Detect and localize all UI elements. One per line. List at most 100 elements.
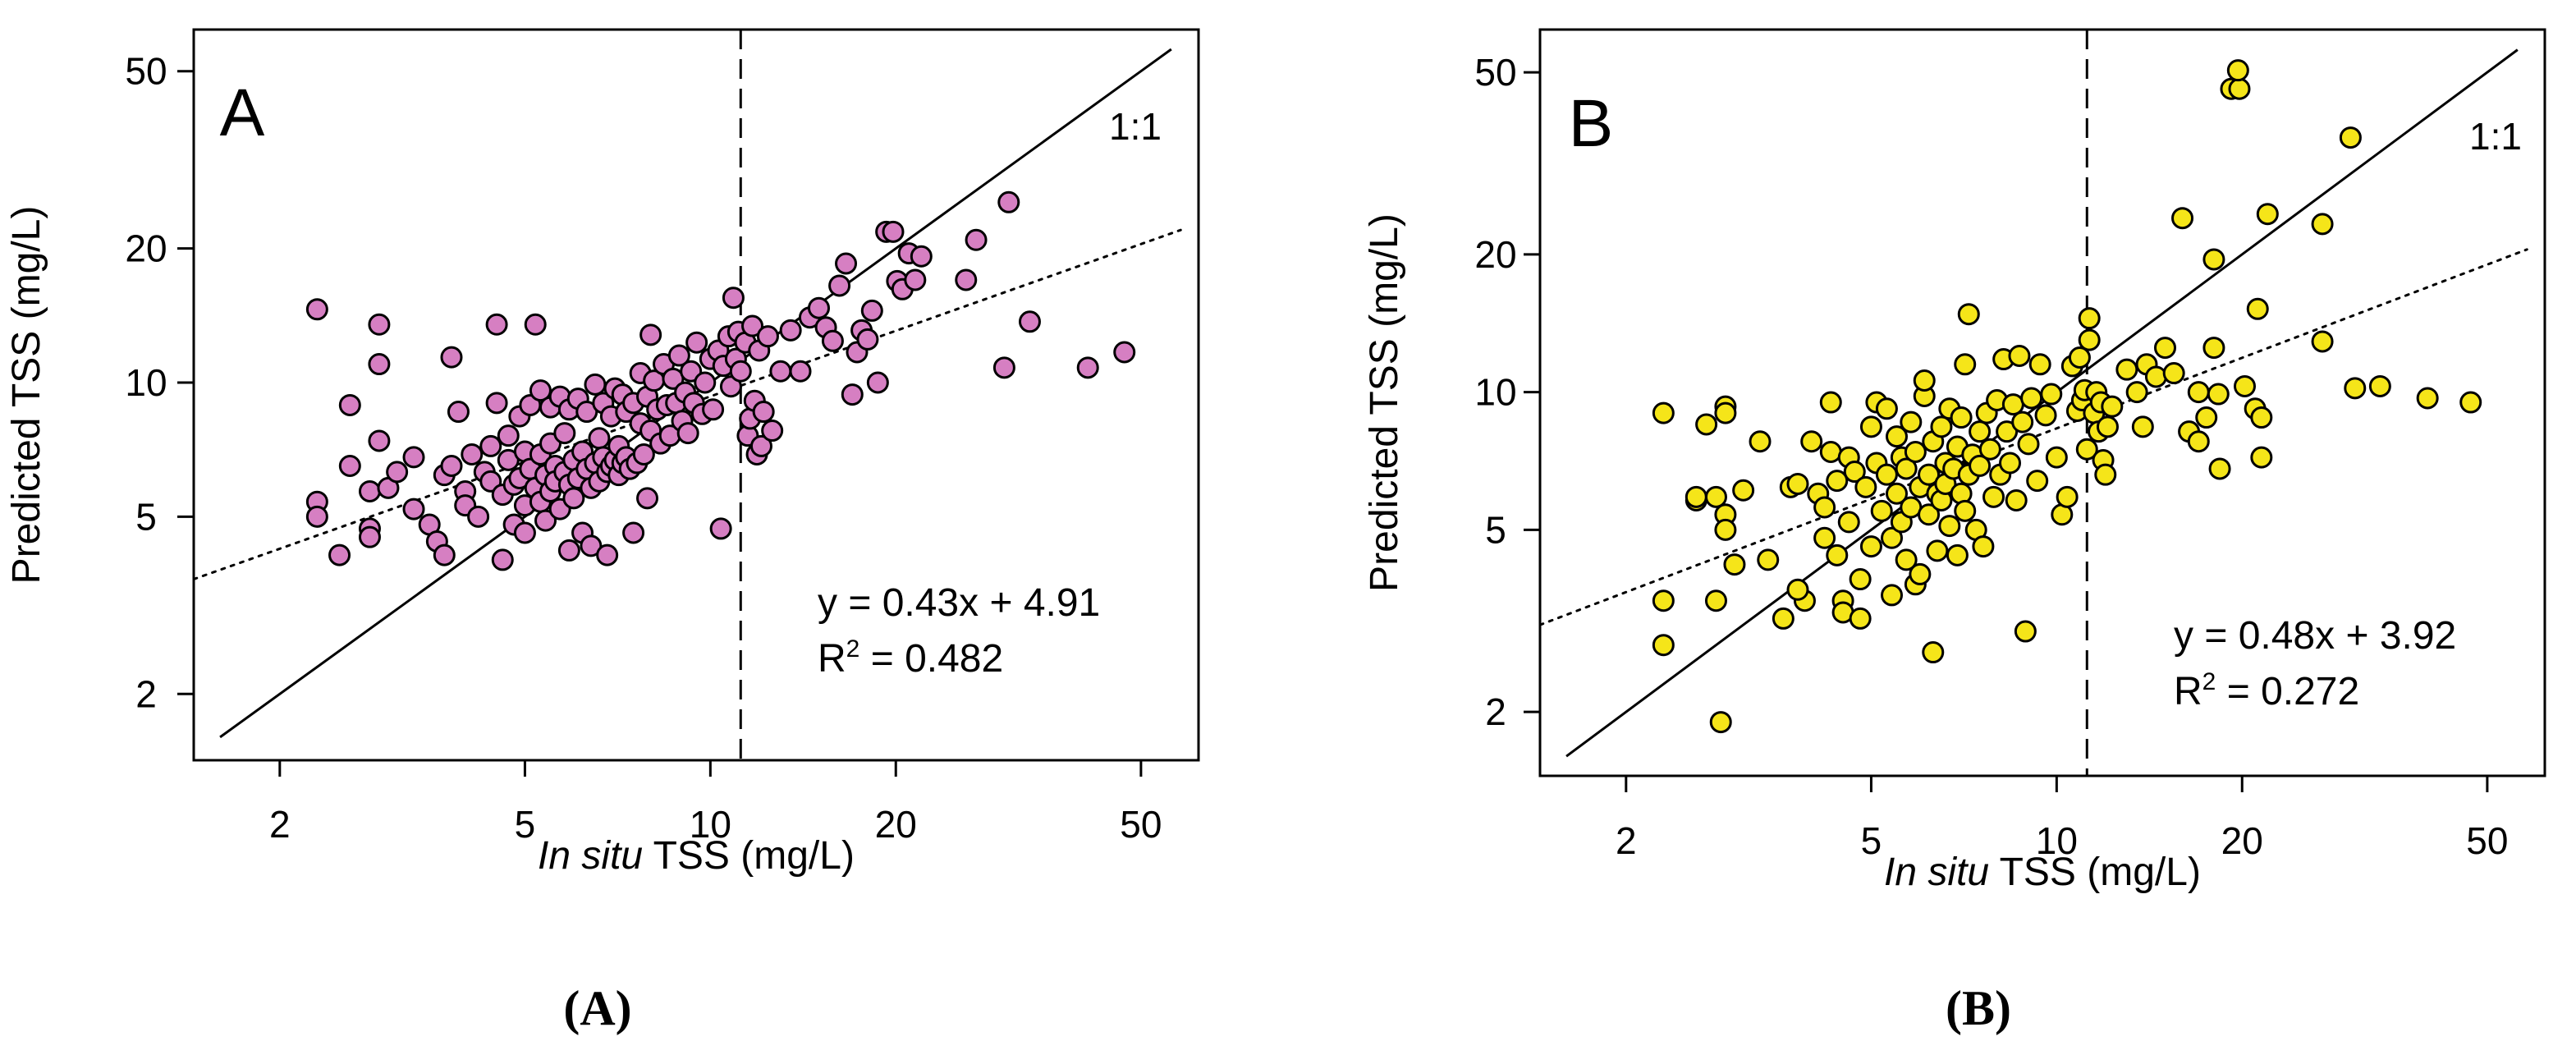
data-point (1723, 553, 1746, 576)
data-point (769, 360, 792, 383)
data-point (368, 313, 391, 336)
data-point (1913, 369, 1936, 392)
data-point (2011, 410, 2034, 433)
data-point (2096, 415, 2119, 438)
data-point (1813, 496, 1836, 519)
x-tick-label: 2 (269, 803, 291, 846)
data-point (1819, 440, 1842, 463)
r-squared-symbol: R (818, 637, 846, 681)
regression-equation: y = 0.43x + 4.91 (818, 581, 1100, 625)
data-point (513, 521, 536, 544)
data-point (2202, 248, 2225, 271)
data-point (667, 344, 690, 367)
data-point (680, 360, 703, 383)
y-axis-label: Predicted TSS (mg/L) (1363, 213, 1406, 592)
y-tick-label: 20 (1474, 233, 1516, 276)
data-point (694, 371, 717, 394)
data-point (1972, 535, 1995, 558)
data-point (1704, 589, 1727, 612)
data-point (2207, 383, 2230, 406)
data-point (2368, 374, 2391, 397)
data-point (676, 422, 699, 445)
plot-frame-b (1538, 28, 2546, 777)
data-point (1826, 470, 1849, 493)
data-point (904, 268, 927, 291)
data-point (2344, 377, 2367, 400)
identity-label: 1:1 (2469, 115, 2522, 158)
data-point (2056, 485, 2079, 508)
data-point (485, 313, 508, 336)
data-point (2014, 620, 2037, 643)
data-point (1954, 499, 1977, 522)
data-point (807, 296, 830, 319)
data-point (2144, 365, 2167, 388)
data-point (2131, 415, 2154, 438)
data-point (1875, 397, 1898, 420)
data-point (2068, 346, 2091, 369)
data-point (828, 274, 851, 297)
data-point (2339, 126, 2362, 149)
data-point (2078, 307, 2101, 330)
data-point (1957, 303, 1980, 326)
data-point (2311, 213, 2334, 236)
data-point (1950, 406, 1973, 429)
y-tick-label: 10 (125, 361, 167, 404)
y-tick-label: 20 (125, 227, 167, 270)
data-point (588, 427, 611, 450)
data-point (709, 517, 732, 540)
data-point (2115, 358, 2138, 381)
data-point (1886, 425, 1909, 448)
r-squared-value: = 0.272 (2216, 670, 2359, 713)
data-point (1918, 463, 1941, 486)
data-point (1982, 485, 2005, 508)
data-point (433, 543, 456, 566)
data-point (1684, 485, 1707, 508)
data-point (2162, 362, 2185, 385)
data-point (1076, 356, 1099, 379)
x-axis-label-italic: In situ (1884, 851, 1989, 894)
data-point (305, 505, 328, 528)
data-point (1895, 457, 1918, 480)
data-point (402, 446, 425, 469)
data-point (2187, 381, 2210, 404)
data-point (2153, 337, 2176, 360)
x-tick-label: 10 (690, 803, 731, 846)
data-point (856, 328, 879, 351)
data-point (1969, 454, 1992, 477)
y-tick-label: 2 (1485, 690, 1506, 733)
data-point (557, 539, 580, 562)
data-point (1732, 479, 1755, 502)
data-point (1996, 420, 2019, 443)
data-point (328, 543, 351, 566)
data-point (1854, 475, 1877, 498)
x-tick-label: 50 (2466, 819, 2508, 862)
r-squared-value: = 0.482 (859, 637, 1003, 681)
data-point (1786, 472, 1809, 495)
data-point (1918, 503, 1941, 526)
data-point (685, 331, 708, 354)
regression-equation: y = 0.48x + 3.92 (2174, 614, 2456, 658)
data-point (2075, 438, 2098, 461)
data-point (2459, 391, 2482, 414)
data-point (2226, 59, 2249, 82)
data-point (910, 245, 933, 268)
data-point (1969, 420, 1992, 443)
regression-line (1540, 248, 2528, 626)
data-point (719, 375, 742, 398)
data-point (1870, 499, 1893, 522)
data-point (761, 420, 784, 443)
caption-b: (B) (1946, 981, 2011, 1035)
data-point (2040, 383, 2063, 406)
data-point (461, 443, 484, 466)
data-point (779, 319, 802, 342)
data-point (882, 220, 905, 243)
data-point (562, 487, 585, 510)
data-point (580, 534, 603, 557)
x-tick-label: 5 (515, 803, 536, 846)
identity-line (1565, 48, 2519, 758)
data-point (386, 461, 409, 484)
data-point (722, 287, 745, 310)
data-point (1714, 401, 1737, 424)
data-point (491, 548, 514, 571)
data-point (639, 323, 662, 346)
